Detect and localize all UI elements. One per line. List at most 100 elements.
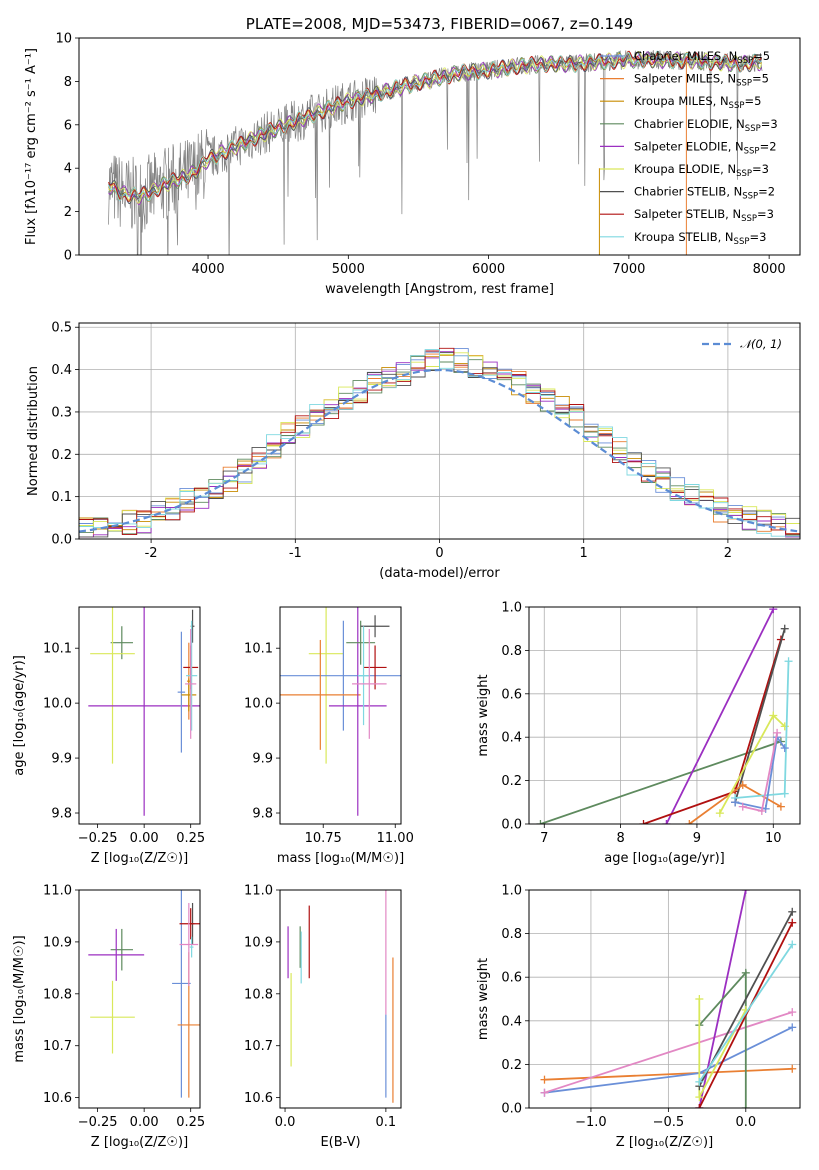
y-tick-label: 10.9 xyxy=(43,935,72,950)
y-tick-label: 10.7 xyxy=(43,1039,72,1054)
legend-ssp-count: =2 xyxy=(758,185,775,199)
y-tick-label: 4 xyxy=(64,162,72,177)
errorbar-point xyxy=(90,980,135,1054)
x-tick-label: 0.0 xyxy=(735,1115,756,1130)
plot-area xyxy=(536,607,793,824)
errorbar-point xyxy=(189,936,194,958)
y-tick-label: 0.3 xyxy=(51,405,72,420)
plot-frame xyxy=(78,889,201,1109)
y-tick-label: 10.1 xyxy=(244,642,273,657)
y-tick-label: 0.2 xyxy=(51,448,72,463)
y-tick-label: 0 xyxy=(64,249,72,264)
legend-subscript: SSP xyxy=(736,169,752,179)
weight-line xyxy=(544,1011,793,1094)
plot-area xyxy=(88,607,200,816)
y-tick-label: 0.6 xyxy=(501,687,522,702)
plot-frame xyxy=(78,37,801,256)
x-tick-label: -1 xyxy=(289,546,302,561)
y-tick-label: 9.8 xyxy=(51,807,72,822)
plot-frame xyxy=(78,322,801,540)
y-tick-label: 6 xyxy=(64,118,72,133)
y-tick-label: 10 xyxy=(55,32,72,47)
y-tick-label: 0.0 xyxy=(501,1102,522,1117)
x-axis-label: wavelength [Angstrom, rest frame] xyxy=(325,282,554,297)
errorbar-point xyxy=(352,628,387,739)
legend-ssp-count: =3 xyxy=(752,162,769,176)
x-tick-label: −0.25 xyxy=(78,1115,118,1130)
legend-series-name: Chabrier ELODIE, N xyxy=(634,117,745,131)
legend-subscript: SSP xyxy=(745,124,761,134)
legend-subscript: SSP xyxy=(729,101,745,111)
legend-series-name: Kroupa ELODIE, N xyxy=(634,162,736,176)
weight-line xyxy=(544,1067,793,1081)
y-tick-label: 0.2 xyxy=(501,774,522,789)
errorbar-point xyxy=(280,639,361,750)
x-tick-label: 4000 xyxy=(192,262,225,277)
x-axis-label: Z [log₁₀(Z/Z☉)] xyxy=(91,1135,188,1150)
y-tick-label: 1.0 xyxy=(501,601,522,616)
errorbar-point xyxy=(328,607,387,816)
legend-series-name: Salpeter STELIB, N xyxy=(634,207,741,221)
legend-ssp-count: =3 xyxy=(761,117,778,131)
y-axis-label: age [log₁₀(age/yr)] xyxy=(12,655,27,776)
legend-ssp-count: =3 xyxy=(757,207,774,221)
panel-mass-vs-ebv: 0.0 0.1 10.6 10.7 10.8 10.9 11.0 E(B-V) xyxy=(244,884,402,1150)
x-tick-label: 0.0 xyxy=(275,1115,296,1130)
legend: 𝒩(0, 1) xyxy=(702,337,782,351)
y-axis-label: Normed distribution xyxy=(26,366,41,496)
legend-subscript: SSP xyxy=(737,56,753,66)
panel-mass-weight-vs-z: −1.0 −0.5 0.0 0.0 0.2 0.4 0.6 0.8 1.0 Z [log₁₀(Z/… xyxy=(476,884,801,1150)
y-tick-label: 10.8 xyxy=(43,987,72,1002)
y-tick-label: 10.0 xyxy=(43,697,72,712)
y-tick-label: 0.8 xyxy=(501,644,522,659)
x-tick-label: 0.25 xyxy=(176,1115,205,1130)
y-tick-label: 0.4 xyxy=(501,1014,522,1029)
errorbar-point xyxy=(88,928,145,981)
legend-label: Chabrier STELIB, NSSP=2 xyxy=(634,185,775,202)
plot-area xyxy=(88,890,200,1098)
legend-label: Salpeter STELIB, NSSP=3 xyxy=(634,207,774,224)
y-tick-label: 10.0 xyxy=(244,697,273,712)
x-axis-label: E(B-V) xyxy=(320,1135,360,1150)
errorbar-point xyxy=(280,620,401,731)
legend-series-name: Salpeter MILES, N xyxy=(634,72,736,86)
legend-label: Salpeter MILES, NSSP=5 xyxy=(634,72,769,89)
legend-ssp-count: =5 xyxy=(753,49,770,63)
y-tick-label: 0.0 xyxy=(51,533,72,548)
legend-subscript: SSP xyxy=(744,146,760,156)
panel-mass-vs-z: −0.25 0.00 0.25 10.6 10.7 10.8 10.9 11.0 Z [log₁… xyxy=(12,884,205,1151)
plot-area xyxy=(280,607,401,816)
legend-series-name: Chabrier MILES, N xyxy=(634,49,737,63)
y-tick-label: 11.0 xyxy=(244,884,273,899)
data-spectrum-line xyxy=(108,50,763,255)
plot-frame xyxy=(528,889,801,1109)
legend-ssp-count: =3 xyxy=(749,230,766,244)
legend-subscript: SSP xyxy=(734,237,750,247)
errorbar-point xyxy=(308,607,344,764)
x-tick-label: −1.0 xyxy=(575,1115,607,1130)
model-line xyxy=(108,51,763,206)
legend-label: Chabrier ELODIE, NSSP=3 xyxy=(634,117,778,134)
errorbar-point xyxy=(185,628,197,739)
y-tick-label: 0.4 xyxy=(51,363,72,378)
x-tick-label: 0.25 xyxy=(176,831,205,846)
errorbar-point xyxy=(110,928,133,971)
y-tick-label: 9.9 xyxy=(51,752,72,767)
chart-title: PLATE=2008, MJD=53473, FIBERID=0067, z=0… xyxy=(246,15,633,33)
normal-curve xyxy=(79,368,798,533)
x-tick-label: −0.5 xyxy=(653,1115,685,1130)
x-tick-label: 6000 xyxy=(472,262,505,277)
legend-label: Kroupa MILES, NSSP=5 xyxy=(634,94,761,111)
y-tick-label: 0.0 xyxy=(501,818,522,833)
y-tick-label: 0.6 xyxy=(501,971,522,986)
weight-line xyxy=(698,943,794,1083)
y-tick-label: 0.1 xyxy=(51,490,72,505)
panel-age-vs-z: −0.25 0.00 0.25 9.8 9.9 10.0 10.1 Z [log₁₀(Z/Z☉… xyxy=(12,606,205,866)
x-tick-label: 10.75 xyxy=(305,831,342,846)
y-tick-label: 0.2 xyxy=(501,1058,522,1073)
x-tick-label: 8000 xyxy=(753,262,786,277)
legend-series-name: Chabrier STELIB, N xyxy=(634,185,742,199)
x-axis-label: Z [log₁₀(Z/Z☉)] xyxy=(616,1135,713,1150)
legend-label: Salpeter ELODIE, NSSP=2 xyxy=(634,139,777,156)
plot-frame xyxy=(279,889,402,1109)
